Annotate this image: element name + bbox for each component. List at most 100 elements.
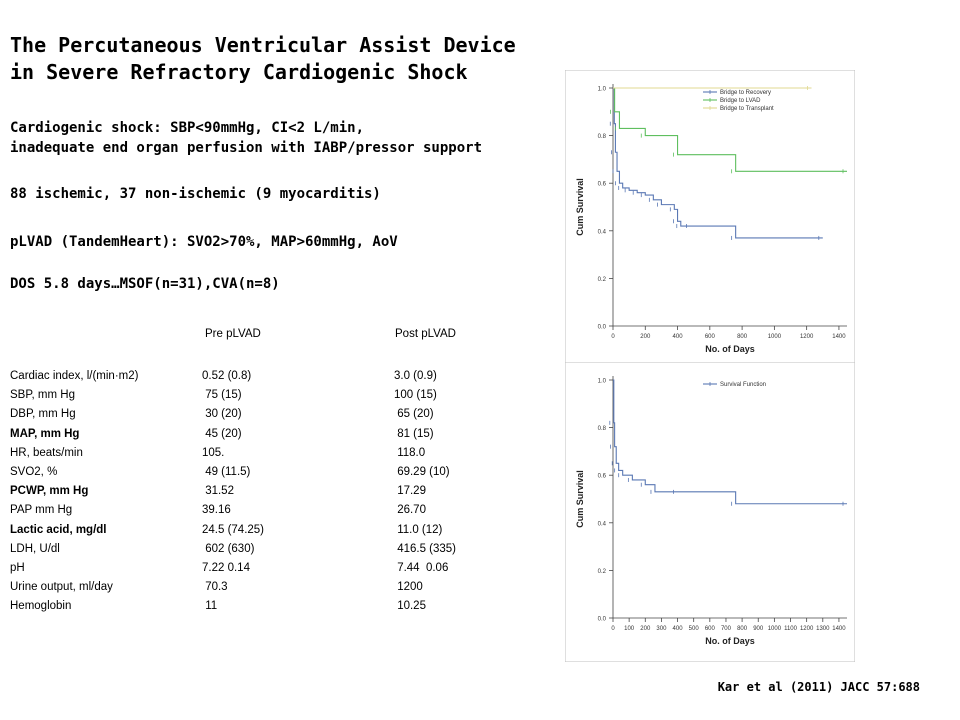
table-cell-label: DBP, mm Hg [10, 408, 76, 421]
table-cell-pre: 31.52 [202, 485, 234, 498]
y-tick-label: 0.4 [598, 521, 607, 527]
table-row: PAP mm Hg 39.16 26.70 [10, 504, 530, 523]
legend-label: Bridge to Transplant [720, 106, 774, 112]
table-cell-label: HR, beats/min [10, 446, 83, 459]
table-cell-post: 10.25 [394, 600, 426, 613]
slide-title: The Percutaneous Ventricular Assist Devi… [10, 32, 570, 86]
table-cell-post: 1200 [394, 581, 423, 594]
x-axis-label: No. of Days [705, 344, 755, 354]
y-tick-label: 0.8 [598, 426, 607, 432]
y-axis-label: Cum Survival [575, 178, 585, 236]
series-line-1 [613, 87, 847, 172]
table-cell-label: SBP, mm Hg [10, 389, 75, 402]
table-header-pre: Pre pLVAD [205, 328, 261, 340]
table-cell-post: 11.0 (12) [394, 523, 443, 536]
x-tick-label: 0 [611, 334, 615, 340]
y-tick-label: 0.2 [598, 569, 607, 575]
table-cell-label: SVO2, % [10, 465, 58, 478]
x-tick-label: 1400 [832, 334, 846, 340]
chart-frame [565, 70, 855, 370]
x-tick-label: 100 [624, 626, 635, 632]
table-cell-label: Hemoglobin [10, 600, 72, 613]
table-cell-post: 65 (20) [394, 408, 434, 421]
table-cell-pre: 75 (15) [202, 389, 242, 402]
x-tick-label: 500 [689, 626, 700, 632]
x-tick-label: 600 [705, 626, 716, 632]
table-cell-pre: 49 (11.5) [202, 465, 251, 478]
x-axis-label: No. of Days [705, 636, 755, 646]
x-tick-label: 700 [721, 626, 732, 632]
table-row: SVO2, % 49 (11.5) 69.29 (10) [10, 466, 530, 485]
x-tick-label: 1000 [768, 334, 782, 340]
table-cell-pre: 39.16 [202, 504, 231, 517]
slide-title-line2: in Severe Refractory Cardiogenic Shock [10, 60, 468, 84]
bullet-definition-line2: inadequate end organ perfusion with IABP… [10, 140, 483, 156]
table-cell-label: pH [10, 561, 25, 574]
table-row: LDH, U/dl 602 (630) 416.5 (335) [10, 543, 530, 562]
table-cell-post: 81 (15) [394, 427, 434, 440]
table-row: Urine output, ml/day 70.3 1200 [10, 581, 530, 600]
x-tick-label: 1000 [768, 626, 782, 632]
legend-label: Bridge to LVAD [720, 98, 761, 104]
table-cell-pre: 105. [202, 446, 225, 459]
x-tick-label: 800 [737, 334, 748, 340]
x-tick-label: 800 [737, 626, 748, 632]
table-cell-pre: 0.52 (0.8) [202, 370, 252, 382]
y-tick-label: 0.0 [598, 617, 607, 623]
table-cell-pre: 70.3 [202, 581, 228, 594]
table-row: pH 7.22 0.14 7.44 0.06 [10, 562, 530, 581]
series-line-0 [613, 379, 847, 505]
table-cell-label: MAP, mm Hg [10, 427, 80, 440]
bullet-outcome: DOS 5.8 days…MSOF(n=31),CVA(n=8) [10, 274, 570, 294]
table-row: SBP, mm Hg 75 (15) 100 (15) [10, 389, 530, 408]
bullet-device: pLVAD (TandemHeart): SVO2>70%, MAP>60mmH… [10, 232, 570, 252]
table-cell-label: Lactic acid, mg/dl [10, 523, 107, 536]
table-row: PCWP, mm Hg 31.52 17.29 [10, 485, 530, 504]
table-row: Cardiac index, l/(min·m2) 0.52 (0.8) 3.0 (… [10, 370, 530, 389]
citation: Kar et al (2011) JACC 57:688 [717, 680, 920, 694]
y-tick-label: 0.2 [598, 277, 607, 283]
legend-label: Survival Function [720, 382, 766, 388]
table-cell-post: 7.44 0.06 [394, 561, 449, 574]
table-cell-post: 416.5 (335) [394, 542, 457, 555]
table-cell-post: 3.0 (0.9) [394, 370, 437, 382]
y-axis-label: Cum Survival [575, 470, 585, 528]
x-tick-label: 1100 [784, 626, 798, 632]
series-line-0 [613, 87, 823, 239]
bullet-outcome-text: DOS 5.8 days…MSOF(n=31),CVA(n=8) [10, 276, 280, 292]
table-cell-post: 17.29 [394, 485, 426, 498]
y-tick-label: 0.8 [598, 134, 607, 140]
x-tick-label: 200 [640, 626, 651, 632]
table-cell-post: 69.29 (10) [394, 465, 450, 478]
table-cell-label: LDH, U/dl [10, 542, 60, 555]
table-cell-pre: 24.5 (74.25) [202, 523, 265, 536]
table-cell-post: 118.0 [394, 446, 426, 459]
y-tick-label: 0.6 [598, 474, 607, 480]
table-cell-label: Cardiac index, l/(min·m2) [10, 370, 139, 382]
x-tick-label: 1200 [800, 334, 814, 340]
table-cell-post: 26.70 [394, 504, 426, 517]
table-cell-label: PCWP, mm Hg [10, 485, 89, 498]
bullet-population: 88 ischemic, 37 non-ischemic (9 myocardi… [10, 184, 570, 204]
table-cell-label: PAP mm Hg [10, 504, 73, 517]
bullet-population-text: 88 ischemic, 37 non-ischemic (9 myocardi… [10, 186, 381, 202]
bullet-definition: Cardiogenic shock: SBP<90mmHg, CI<2 L/mi… [10, 118, 570, 158]
table-cell-pre: 7.22 0.14 [202, 561, 250, 574]
y-tick-label: 0.0 [598, 325, 607, 331]
hemodynamics-table: Pre pLVAD Post pLVAD Cardiac index, l/(m… [10, 328, 530, 619]
table-row: Hemoglobin 11 10.25 [10, 600, 530, 619]
bullet-device-text: pLVAD (TandemHeart): SVO2>70%, MAP>60mmH… [10, 234, 398, 250]
x-tick-label: 1300 [816, 626, 830, 632]
x-tick-label: 300 [656, 626, 667, 632]
x-tick-label: 600 [705, 334, 716, 340]
x-tick-label: 900 [753, 626, 764, 632]
table-row: DBP, mm Hg 30 (20) 65 (20) [10, 408, 530, 427]
table-cell-label: Urine output, ml/day [10, 581, 113, 594]
y-tick-label: 0.4 [598, 229, 607, 235]
table-cell-pre: 11 [202, 600, 218, 613]
y-tick-label: 0.6 [598, 182, 607, 188]
table-cell-post: 100 (15) [394, 389, 437, 402]
chart-frame [565, 362, 855, 662]
x-tick-label: 200 [640, 334, 651, 340]
bullet-definition-line1: Cardiogenic shock: SBP<90mmHg, CI<2 L/mi… [10, 120, 365, 136]
